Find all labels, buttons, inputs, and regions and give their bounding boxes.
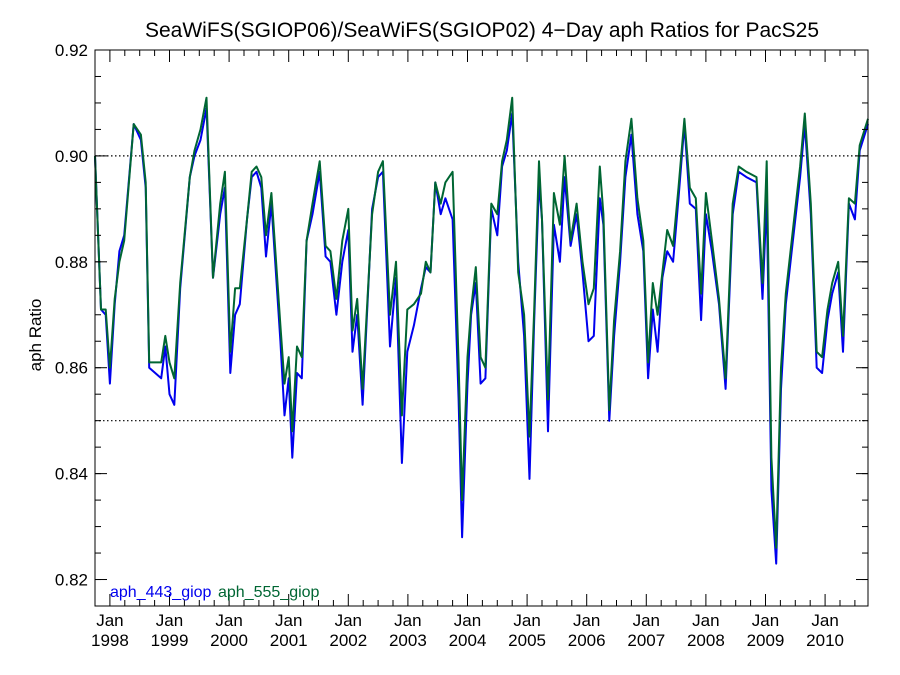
x-tick-month-label: Jan — [454, 611, 481, 630]
x-axis-ticks: Jan1998Jan1999Jan2000Jan2001Jan2002Jan20… — [91, 50, 856, 650]
x-tick-month-label: Jan — [96, 611, 123, 630]
x-tick-year-label: 2003 — [389, 631, 427, 650]
y-tick-label: 0.86 — [55, 359, 88, 378]
x-tick-year-label: 2007 — [627, 631, 665, 650]
x-tick-month-label: Jan — [156, 611, 183, 630]
y-tick-label: 0.88 — [55, 253, 88, 272]
x-tick-month-label: Jan — [692, 611, 719, 630]
x-tick-year-label: 2008 — [687, 631, 725, 650]
y-tick-label: 0.92 — [55, 41, 88, 60]
legend-entry-aph_555_giop: aph_555_giop — [218, 584, 320, 601]
y-tick-label: 0.90 — [55, 147, 88, 166]
x-tick-year-label: 2001 — [270, 631, 308, 650]
x-tick-month-label: Jan — [394, 611, 421, 630]
x-tick-month-label: Jan — [811, 611, 838, 630]
x-tick-year-label: 2000 — [210, 631, 248, 650]
chart-title: SeaWiFS(SGIOP06)/SeaWiFS(SGIOP02) 4−Day … — [145, 19, 819, 42]
x-tick-month-label: Jan — [215, 611, 242, 630]
y-axis-label: aph Ratio — [26, 299, 45, 372]
reference-lines — [95, 155, 868, 422]
x-tick-month-label: Jan — [275, 611, 302, 630]
x-tick-month-label: Jan — [335, 611, 362, 630]
x-tick-year-label: 1998 — [91, 631, 129, 650]
series-line-aph_555_giop — [94, 96, 869, 549]
x-tick-month-label: Jan — [573, 611, 600, 630]
x-tick-month-label: Jan — [513, 611, 540, 630]
series-line-aph_443_giop — [94, 107, 869, 565]
x-tick-year-label: 2009 — [747, 631, 785, 650]
x-tick-year-label: 2005 — [508, 631, 546, 650]
x-tick-month-label: Jan — [633, 611, 660, 630]
y-tick-label: 0.84 — [55, 465, 88, 484]
x-tick-year-label: 2002 — [329, 631, 367, 650]
legend: aph_443_giop aph_555_giop — [110, 584, 320, 601]
legend-entry-aph_443_giop: aph_443_giop — [110, 584, 212, 601]
y-axis-ticks: 0.82 0.84 0.86 0.88 0.90 0.92 — [55, 41, 868, 607]
y-tick-label: 0.82 — [55, 571, 88, 590]
x-tick-month-label: Jan — [752, 611, 779, 630]
x-tick-year-label: 1999 — [151, 631, 189, 650]
x-tick-year-label: 2006 — [568, 631, 606, 650]
series-layer — [94, 96, 869, 565]
x-tick-year-label: 2004 — [449, 631, 487, 650]
x-tick-year-label: 2010 — [806, 631, 844, 650]
plot-frame — [94, 49, 869, 607]
